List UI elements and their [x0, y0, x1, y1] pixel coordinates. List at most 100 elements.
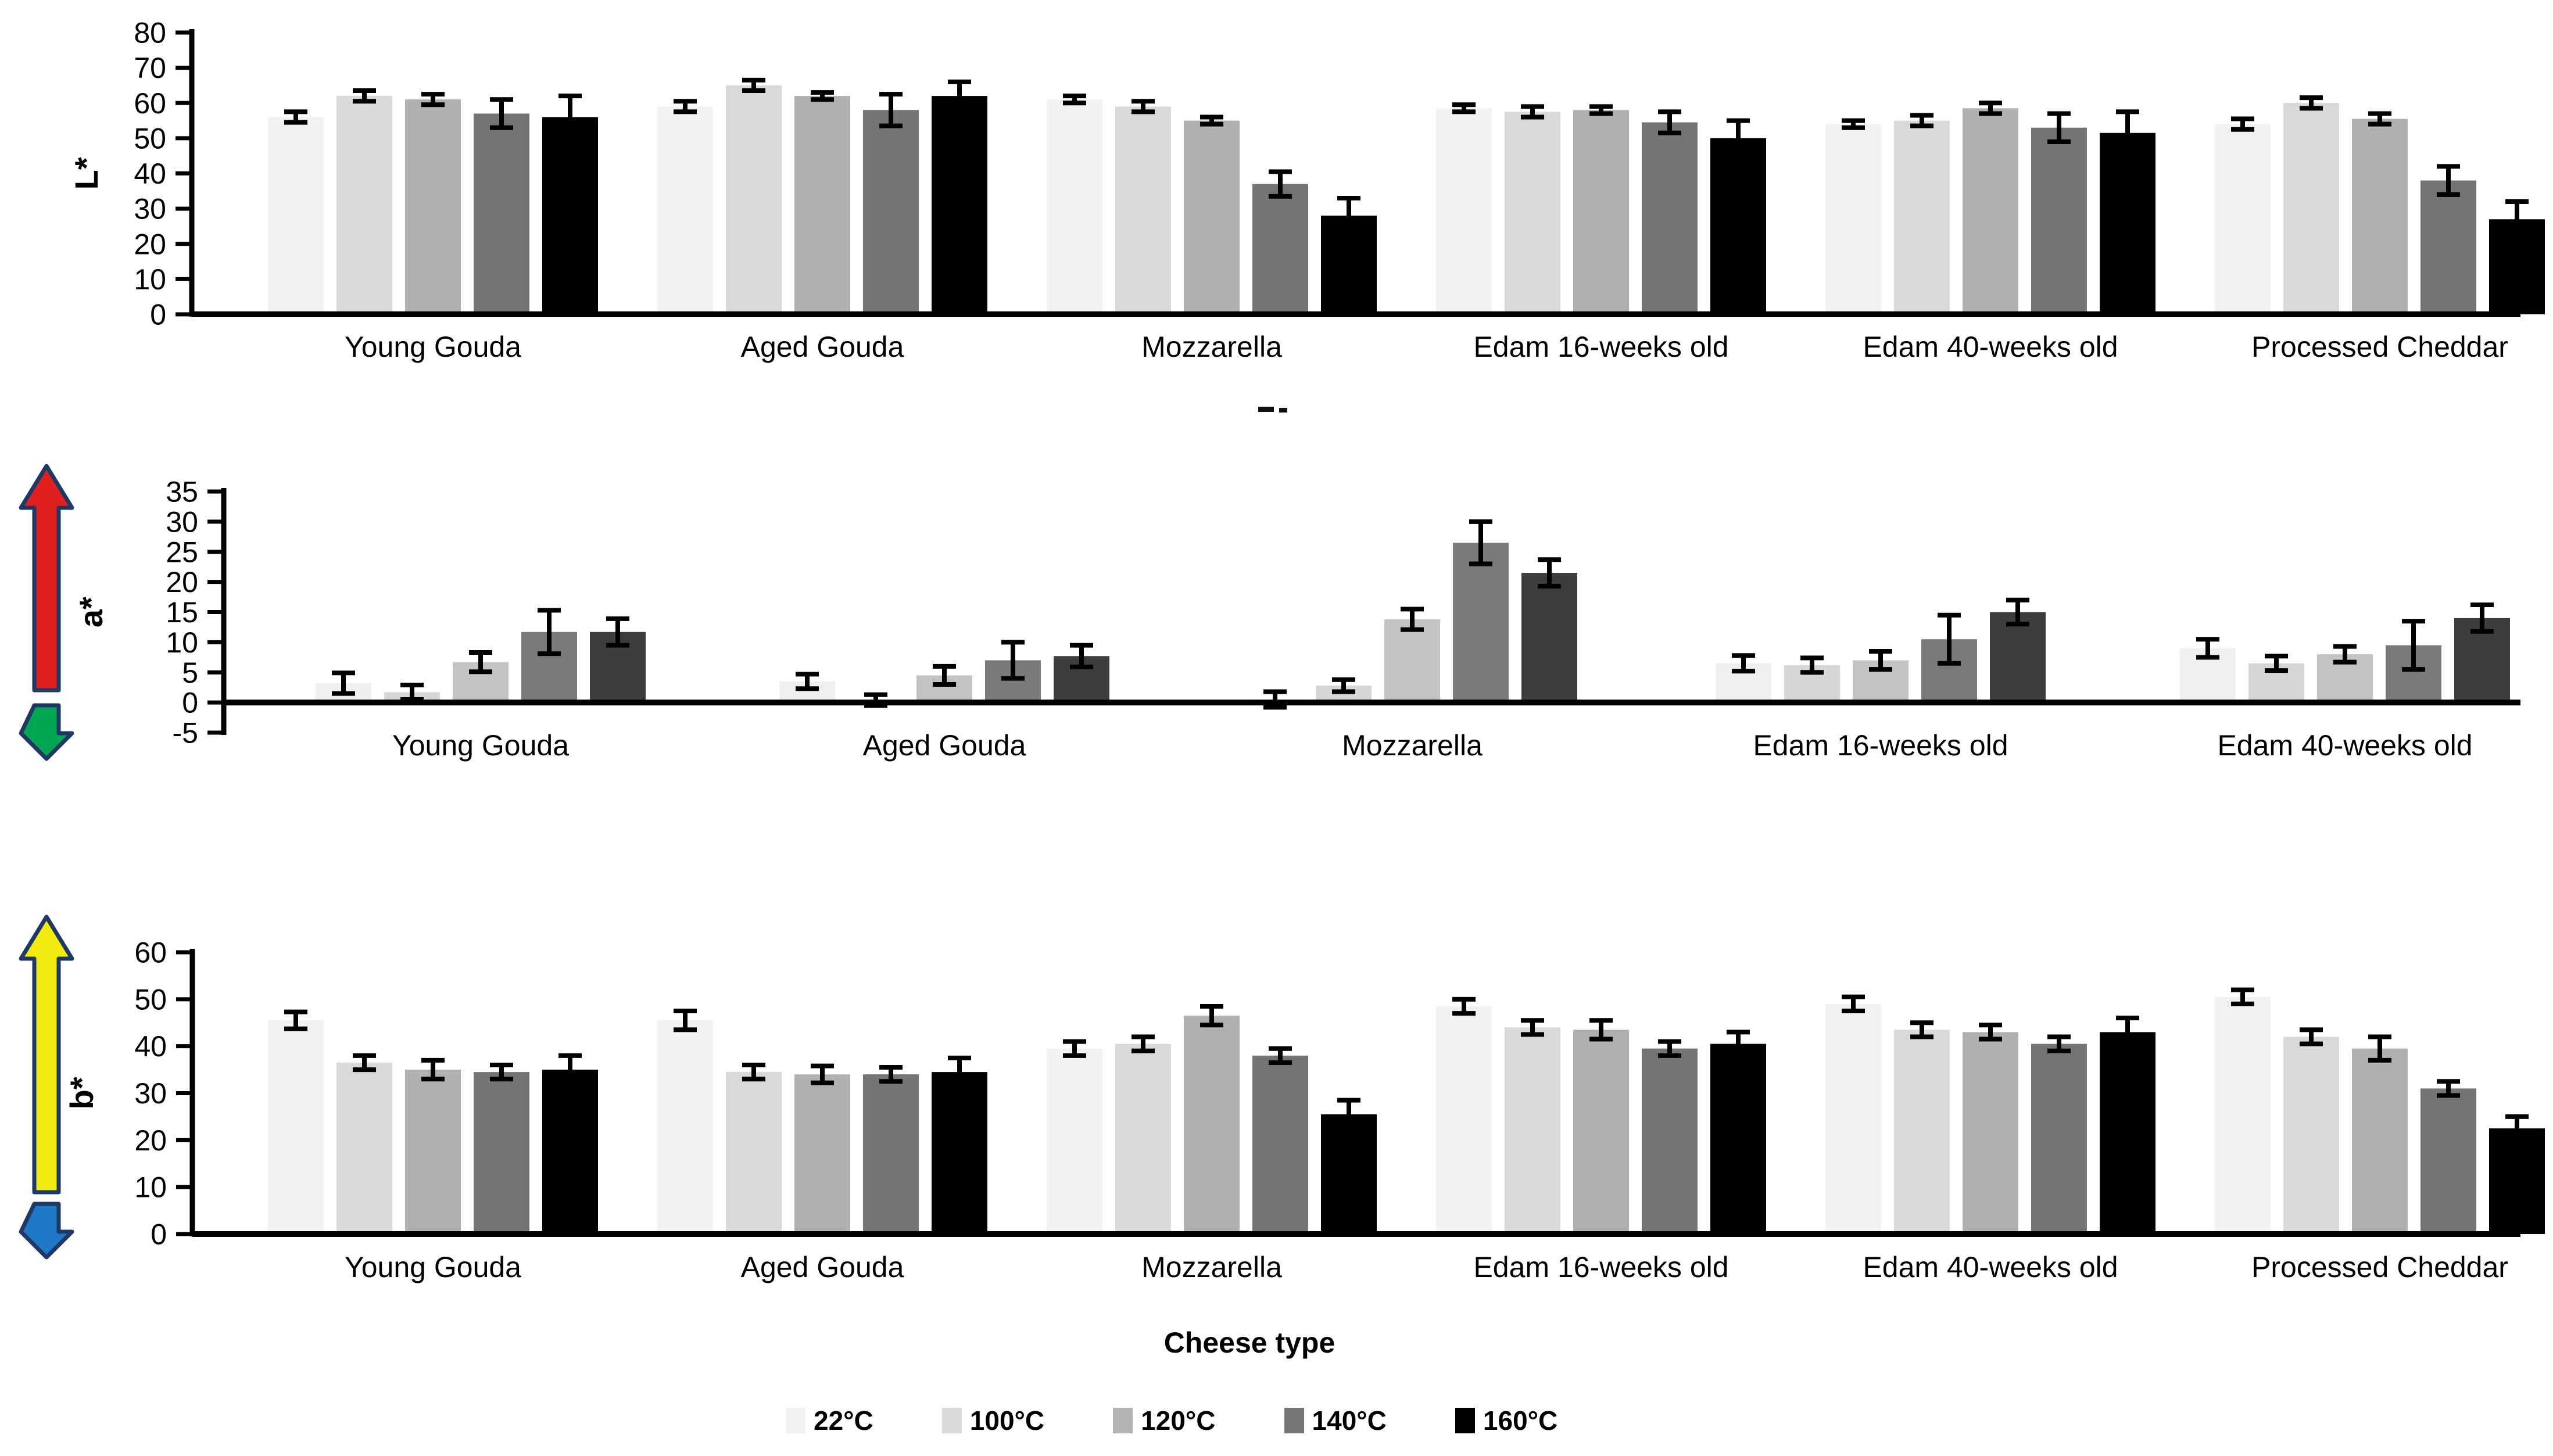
legend-label-22c: 22°C	[814, 1405, 873, 1436]
y-tick-label: 10	[166, 626, 198, 659]
chart-a: Young Gouda Aged Gouda Mozzarella Edam 16-w…	[73, 476, 2520, 762]
bar	[1710, 1043, 1766, 1234]
bar	[2100, 1032, 2155, 1234]
bar	[1184, 120, 1240, 314]
y-tick-label: 35	[166, 476, 198, 508]
legend-item-140c: 140°C	[1284, 1405, 1387, 1436]
category-label: Mozzarella	[1141, 1251, 1282, 1283]
category-label: Mozzarella	[1141, 331, 1282, 363]
cropped-label-artifact	[1258, 407, 1293, 414]
bar	[1436, 1006, 1492, 1234]
bar	[1505, 112, 1560, 314]
bar	[794, 96, 850, 314]
category-label: Edam 40-weeks old	[2217, 729, 2472, 762]
y-axis-title: b*	[63, 1077, 100, 1109]
bar	[2283, 103, 2339, 314]
bar	[2420, 1088, 2476, 1234]
y-tick-label: 80	[134, 17, 166, 49]
category-label: Edam 40-weeks old	[1863, 331, 2118, 363]
category-label: Processed Cheddar	[2251, 331, 2508, 363]
legend-swatch-140c-icon	[1284, 1408, 1304, 1433]
bar	[1963, 1032, 2018, 1234]
bar	[1521, 573, 1577, 703]
bar	[1047, 99, 1102, 314]
y-tick-label: 40	[134, 157, 166, 190]
bar	[2489, 1128, 2545, 1234]
y-tick-label: 40	[134, 1030, 167, 1063]
y-tick-label: 20	[166, 566, 198, 598]
legend-label-120c: 120°C	[1141, 1405, 1216, 1436]
bar	[1573, 1030, 1629, 1234]
bar	[1710, 138, 1766, 314]
bar	[2420, 180, 2476, 314]
legend-item-160c: 160°C	[1455, 1405, 1557, 1436]
category-label: Edam 16-weeks old	[1473, 331, 1728, 363]
y-tick-label: 30	[166, 505, 198, 538]
category-label: Edam 16-weeks old	[1473, 1251, 1728, 1283]
bar	[2031, 127, 2087, 314]
bar	[405, 99, 461, 314]
bar	[1963, 108, 2018, 314]
bar	[726, 1072, 782, 1234]
y-tick-label: 10	[134, 263, 166, 296]
a-negative-green-arrow-icon	[19, 703, 74, 761]
bar	[1825, 1003, 1881, 1234]
bar	[2031, 1043, 2087, 1234]
bar	[863, 1074, 919, 1234]
legend-item-22c: 22°C	[786, 1405, 873, 1436]
y-tick-label: 5	[182, 657, 198, 689]
bar	[1642, 1048, 1698, 1234]
bar	[1184, 1016, 1240, 1234]
bar	[1894, 1030, 1950, 1234]
category-label: Young Gouda	[392, 729, 569, 762]
y-tick-label: 0	[151, 1218, 167, 1251]
y-tick-label: 0	[150, 299, 166, 331]
category-label: Young Gouda	[345, 1251, 521, 1283]
category-label: Edam 16-weeks old	[1753, 729, 2008, 762]
legend-swatch-160c-icon	[1455, 1408, 1475, 1433]
bar	[542, 117, 598, 314]
bar	[2215, 124, 2271, 314]
legend-label-100c: 100°C	[969, 1405, 1045, 1436]
legend-swatch-22c-icon	[786, 1408, 805, 1433]
category-label: Aged Gouda	[741, 331, 904, 363]
cropped-glyph-dash	[1258, 407, 1274, 412]
bar	[794, 1074, 850, 1234]
bar	[336, 96, 392, 314]
bar	[1436, 108, 1492, 314]
y-tick-label: 50	[134, 122, 166, 155]
legend-swatch-100c-icon	[941, 1408, 962, 1433]
bar	[726, 85, 782, 314]
bar	[1047, 1048, 1102, 1234]
bar	[1894, 120, 1950, 314]
bar	[1505, 1027, 1560, 1234]
y-tick-label: 10	[134, 1171, 167, 1204]
y-tick-label: 70	[134, 52, 166, 84]
bar	[1642, 122, 1698, 314]
bar	[1384, 619, 1440, 703]
bar	[1321, 1114, 1377, 1234]
bar	[1252, 1055, 1308, 1234]
category-label: Young Gouda	[345, 331, 521, 363]
bar	[1252, 184, 1308, 314]
bar	[336, 1062, 392, 1234]
category-label: Mozzarella	[1342, 729, 1483, 762]
y-tick-label: 50	[134, 983, 167, 1016]
x-axis-title: Cheese type	[1163, 1326, 1335, 1359]
bar	[932, 1072, 987, 1234]
y-tick-label: -5	[173, 717, 198, 749]
legend-swatch-120c-icon	[1113, 1408, 1133, 1433]
bar	[1573, 110, 1629, 314]
bar	[2352, 119, 2408, 314]
bar	[1115, 1043, 1171, 1234]
y-axis-title: L*	[68, 157, 105, 189]
legend-item-100c: 100°C	[941, 1405, 1045, 1436]
bar	[657, 106, 713, 314]
cropped-glyph-dot	[1279, 408, 1287, 413]
y-tick-label: 25	[166, 536, 198, 568]
bar	[932, 96, 987, 314]
y-tick-label: 20	[134, 228, 166, 260]
category-label: Edam 40-weeks old	[1863, 1251, 2118, 1283]
